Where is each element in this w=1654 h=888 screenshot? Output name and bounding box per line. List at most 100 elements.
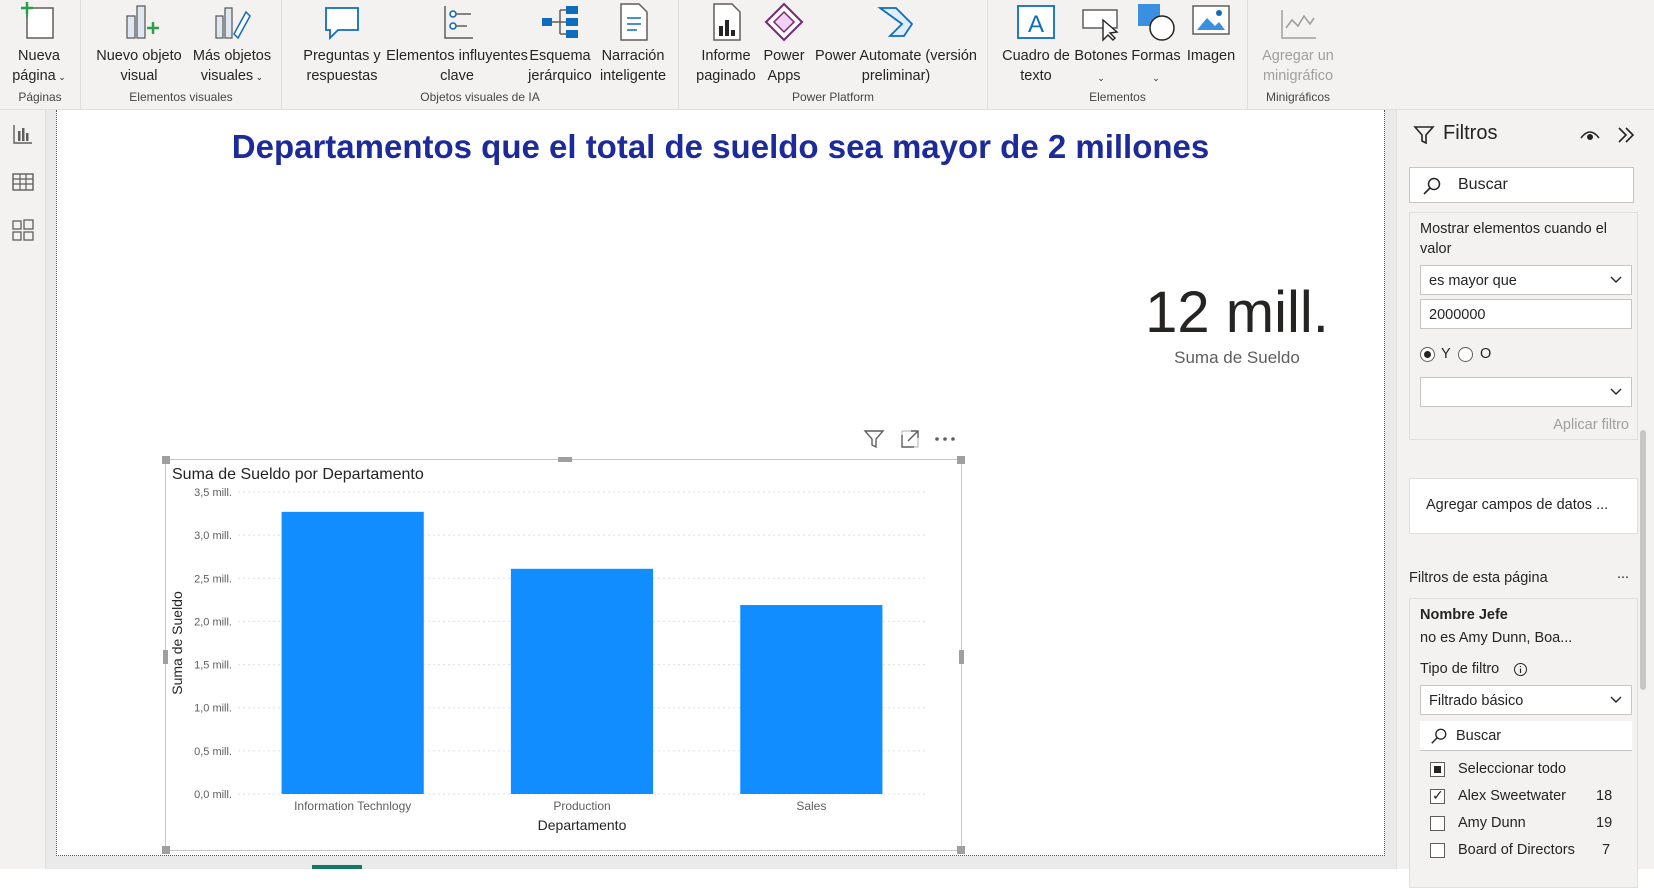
power-automate-label: Power Automate (versión preliminar) <box>815 48 977 84</box>
ribbon-group-visuals: Nuevo objeto visual Más objetos visuales… <box>81 0 282 110</box>
item-label: Board of Directors <box>1458 842 1575 858</box>
ribbon-group-elements: A Cuadro de texto Botones ⌄ Formas ⌄ Ima… <box>988 0 1248 110</box>
pane-scrollbar[interactable] <box>1640 430 1646 690</box>
image-button[interactable]: Imagen <box>1180 2 1242 66</box>
page-filter-search-placeholder: Buscar <box>1456 728 1502 744</box>
visual-header <box>863 428 973 454</box>
model-view-icon[interactable] <box>11 218 35 242</box>
page-tabs-strip <box>46 856 1396 869</box>
more-visuals-button[interactable]: Más objetos visuales ⌄ <box>187 2 277 87</box>
ribbon: Nueva página ⌄ Páginas Nuevo objeto visu… <box>0 0 1654 110</box>
buttons-icon <box>1082 9 1119 42</box>
item-checkbox-alex-sweetwater[interactable] <box>1430 787 1445 804</box>
add-fields-label: Agregar campos de datos ... <box>1426 497 1609 513</box>
or-radio[interactable] <box>1458 347 1473 362</box>
paginated-report-button[interactable]: Informe paginado <box>693 2 759 86</box>
and-radio[interactable] <box>1420 347 1435 362</box>
search-icon <box>1431 728 1447 744</box>
resize-handle[interactable] <box>162 456 170 464</box>
paginated-report-icon <box>713 3 741 41</box>
image-icon <box>1192 5 1230 35</box>
visual-filter-card: Mostrar elementos cuando el valor es may… <box>1409 212 1638 440</box>
add-fields-well[interactable]: Agregar campos de datos ... <box>1409 478 1638 534</box>
operator-dropdown[interactable]: es mayor que <box>1420 265 1632 295</box>
data-view-icon[interactable] <box>11 170 35 194</box>
info-icon[interactable] <box>1513 662 1528 677</box>
item-checkbox-amy-dunn[interactable] <box>1430 816 1445 831</box>
select-all-checkbox[interactable] <box>1430 762 1445 777</box>
kpi-card[interactable]: 12 mill. Suma de Sueldo <box>1097 280 1377 368</box>
power-apps-button[interactable]: Power Apps <box>759 2 809 86</box>
second-operator-dropdown[interactable] <box>1420 377 1632 407</box>
smart-narrative-label: Narración inteligente <box>599 48 667 84</box>
key-influencers-button[interactable]: Elementos influyentes clave <box>378 2 536 86</box>
bar-chart-visual[interactable]: Suma de Sueldo por Departamento 0,0 mill… <box>162 456 965 854</box>
kpi-card-value: 12 mill. <box>1145 280 1329 345</box>
report-canvas[interactable]: Departamentos que el total de sueldo sea… <box>56 110 1385 856</box>
search-icon <box>1423 177 1441 195</box>
collapse-pane-icon[interactable] <box>1615 124 1637 146</box>
focus-mode-icon[interactable] <box>899 428 921 450</box>
new-page-icon <box>21 2 54 39</box>
filters-search-input[interactable]: Buscar <box>1409 167 1634 203</box>
resize-handle[interactable] <box>162 846 170 854</box>
resize-handle[interactable] <box>957 846 965 854</box>
add-sparkline-label: Agregar un minigráfico <box>1262 48 1334 84</box>
item-checkbox-board-of-directors[interactable] <box>1430 843 1445 858</box>
chart-title: Suma de Sueldo por Departamento <box>172 466 424 483</box>
decomposition-tree-button[interactable]: Esquema jerárquico <box>520 2 600 86</box>
report-view-icon[interactable] <box>11 122 35 146</box>
resize-handle[interactable] <box>163 650 168 664</box>
smart-narrative-button[interactable]: Narración inteligente <box>590 2 676 86</box>
key-influencers-label: Elementos influyentes clave <box>386 48 528 84</box>
apply-filter-button[interactable]: Aplicar filtro <box>1553 417 1629 433</box>
bar <box>510 568 654 794</box>
power-apps-label: Power Apps <box>763 48 805 84</box>
qa-button[interactable]: Preguntas y respuestas <box>292 2 392 86</box>
select-all-label: Seleccionar todo <box>1458 761 1567 777</box>
decomposition-tree-icon <box>542 6 578 38</box>
chevron-down-icon <box>1610 388 1622 395</box>
active-page-tab[interactable] <box>312 865 362 869</box>
chevron-down-icon: ⌄ <box>1152 73 1160 83</box>
filter-type-value: Filtrado básico <box>1429 693 1524 709</box>
new-visual-button[interactable]: Nuevo objeto visual <box>89 2 189 86</box>
page-filters-more[interactable]: ... <box>1617 566 1630 582</box>
bar <box>281 511 424 794</box>
buttons-button[interactable]: Botones ⌄ <box>1072 2 1130 88</box>
page-filter-card[interactable]: Nombre Jefe no es Amy Dunn, Boa... Tipo … <box>1409 598 1638 888</box>
item-label: Amy Dunn <box>1458 815 1526 831</box>
resize-handle[interactable] <box>959 650 964 664</box>
add-sparkline-button: Agregar un minigráfico <box>1252 2 1344 86</box>
chevron-down-icon: ⌄ <box>1097 73 1105 83</box>
y-tick-label: 0,0 mill. <box>194 789 232 801</box>
filter-type-dropdown[interactable]: Filtrado básico <box>1420 685 1632 715</box>
eye-icon[interactable] <box>1579 126 1601 144</box>
item-label: Alex Sweetwater <box>1458 788 1566 804</box>
shapes-button[interactable]: Formas ⌄ <box>1130 2 1182 88</box>
more-options-icon[interactable] <box>933 428 957 450</box>
resize-handle[interactable] <box>957 456 965 464</box>
group-label-elements: Elementos <box>1089 90 1146 104</box>
smart-narrative-icon <box>620 3 648 41</box>
page-filter-field: Nombre Jefe <box>1420 607 1508 623</box>
filter-value-input[interactable]: 2000000 <box>1420 299 1632 329</box>
and-label: Y <box>1441 346 1451 362</box>
new-page-button[interactable]: Nueva página ⌄ <box>2 2 76 87</box>
x-tick-label: Sales <box>796 799 826 813</box>
operator-value: es mayor que <box>1429 273 1517 289</box>
chart-plot: 0,0 mill. 0,5 mill. 1,0 mill. 1,5 mill. 2,0 … <box>169 487 926 833</box>
filters-title: Filtros <box>1443 122 1498 144</box>
filter-pane-icon <box>1413 126 1435 145</box>
page-filter-search-input[interactable]: Buscar <box>1420 721 1632 751</box>
x-tick-label: Information Technlogy <box>294 799 411 813</box>
shapes-icon <box>1138 4 1175 41</box>
new-page-label: Nueva página ⌄ <box>12 48 66 84</box>
text-box-button[interactable]: A Cuadro de texto <box>998 2 1074 86</box>
filter-icon[interactable] <box>863 428 885 450</box>
resize-handle[interactable] <box>558 457 572 462</box>
page-title[interactable]: Departamentos que el total de sueldo sea… <box>231 128 1210 165</box>
new-visual-label: Nuevo objeto visual <box>96 48 182 84</box>
more-visuals-label: Más objetos visuales ⌄ <box>192 48 272 84</box>
power-automate-button[interactable]: Power Automate (versión preliminar) <box>809 2 983 86</box>
